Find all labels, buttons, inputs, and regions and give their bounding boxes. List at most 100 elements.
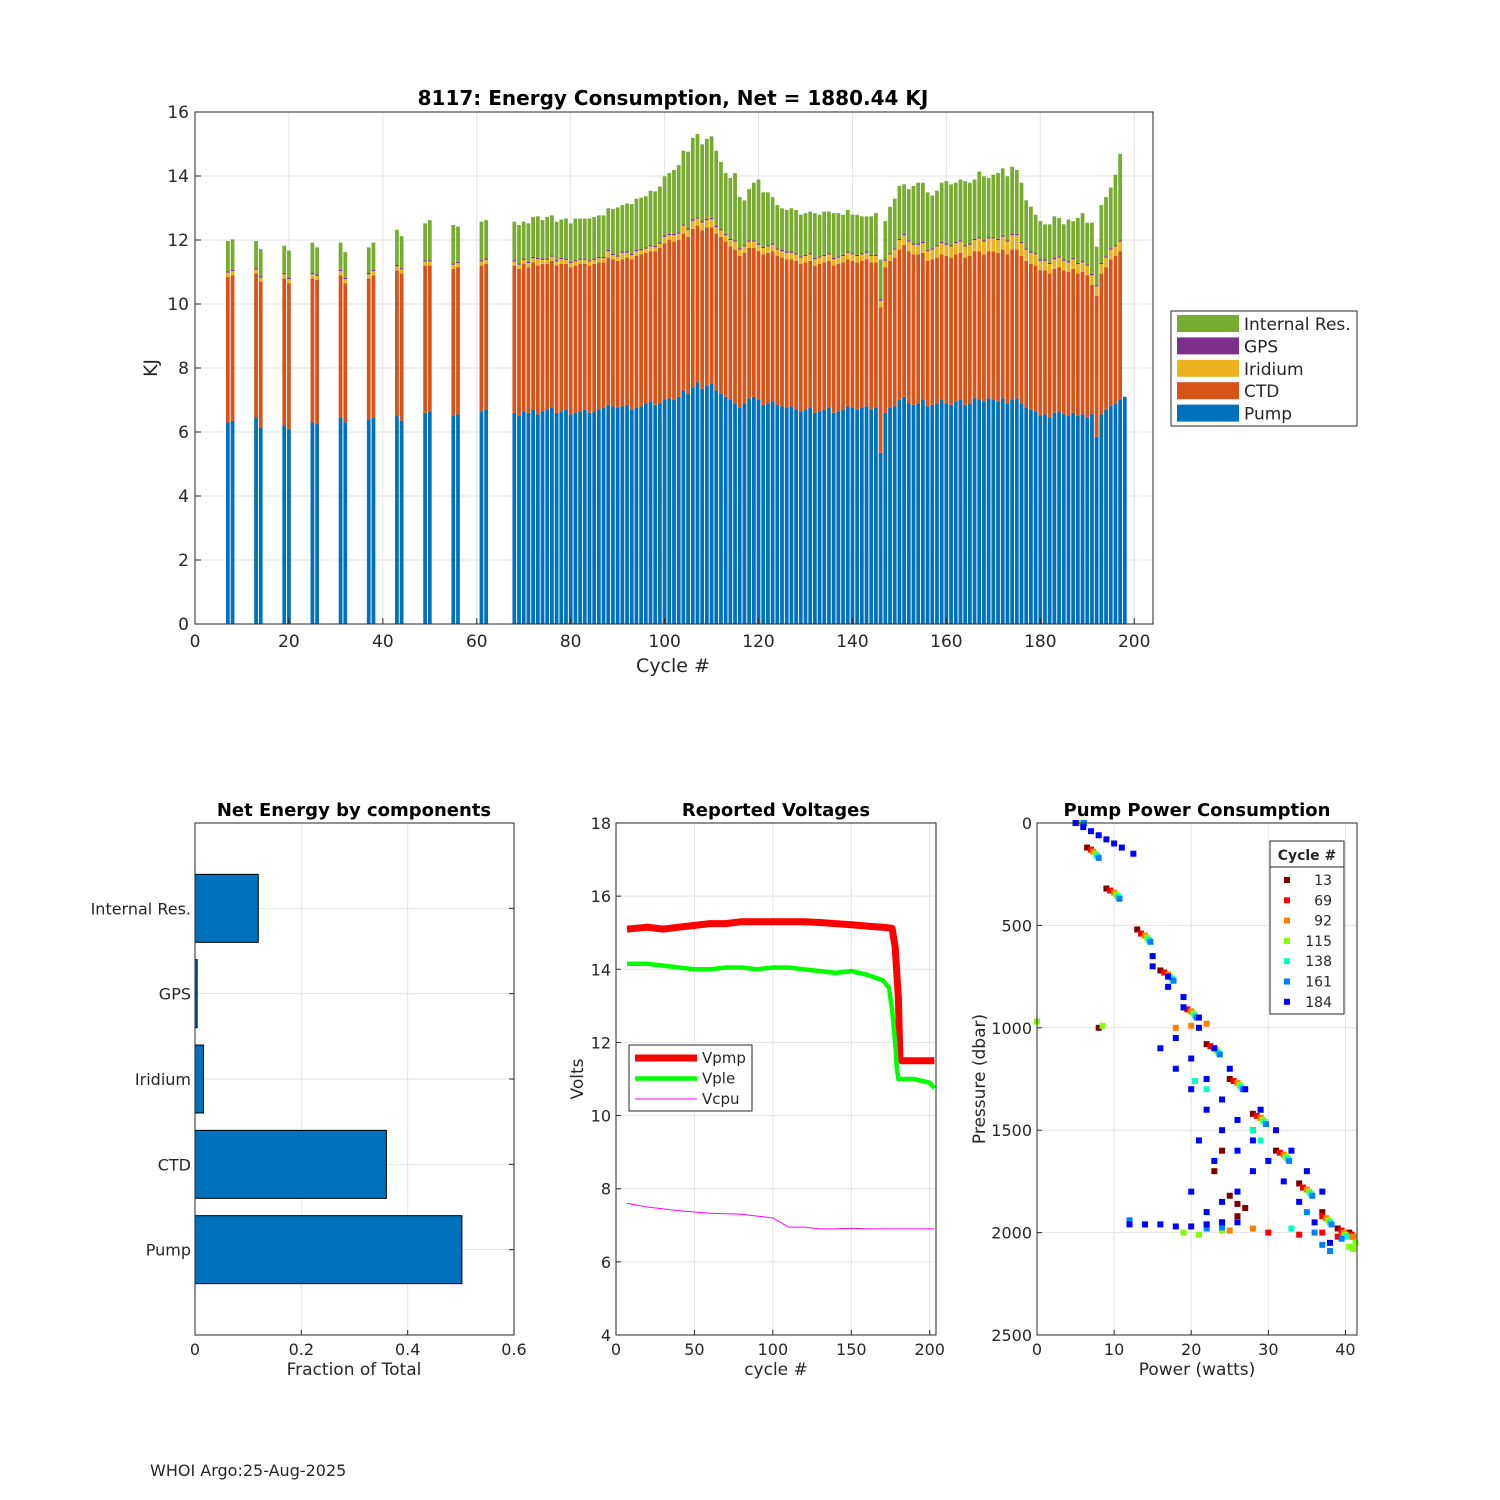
energy-bar-ctd (1085, 275, 1090, 418)
pump-point-cycle-161 (1216, 1051, 1223, 1058)
energy-bar-internal (681, 150, 686, 225)
pump-point-cycle-184 (1203, 1209, 1210, 1216)
energy-bar-internal (761, 192, 766, 247)
energy-bar-iridium (770, 244, 775, 252)
energy-bar-iridium (573, 261, 578, 266)
energy-bar-ctd (545, 264, 550, 410)
energy-bar-iridium (601, 258, 606, 263)
energy-bar-pump (798, 411, 803, 624)
energy-bar-iridium (258, 277, 263, 282)
energy-bar-internal (925, 192, 930, 250)
energy-bar-internal (958, 179, 963, 241)
energy-bar-iridium (535, 259, 540, 266)
pump-point-cycle-161 (1203, 1225, 1210, 1232)
energy-bar-ctd (756, 251, 761, 400)
energy-bar-pump (456, 414, 460, 624)
energy-bar-pump (1024, 408, 1029, 624)
energy-bar-iridium (554, 261, 559, 266)
energy-bar-internal (756, 179, 761, 244)
energy-bar-ctd (615, 260, 620, 408)
volt-x-tick-label: 100 (758, 1340, 789, 1359)
energy-bar-internal (700, 144, 705, 222)
energy-bar-iridium (845, 252, 850, 260)
energy-bar-ctd (874, 262, 878, 408)
energy-bar-gps (343, 277, 348, 280)
energy-bar-internal (648, 190, 653, 246)
energy-bar-internal (892, 198, 897, 249)
energy-bar-pump (1080, 414, 1085, 624)
energy-bar-pump (1108, 406, 1113, 624)
energy-bar-iridium (615, 256, 620, 261)
energy-bar-internal (395, 229, 399, 265)
energy-bar-iridium (1029, 252, 1033, 264)
energy-bar-gps (991, 237, 996, 239)
energy-bar-gps (939, 241, 944, 244)
energy-bar-gps (601, 256, 606, 259)
energy-bar-internal (531, 216, 535, 257)
energy-bar-ctd (1038, 270, 1043, 416)
energy-bar-ctd (596, 262, 601, 410)
energy-bar-ctd (836, 264, 841, 412)
energy-bar-iridium (850, 254, 855, 261)
energy-bar-internal (559, 219, 564, 258)
energy-bar-ctd (554, 265, 559, 413)
energy-bar-gps (1113, 245, 1118, 247)
pump-point-cycle-161 (1126, 1217, 1133, 1224)
energy-bar-ctd (338, 275, 343, 418)
energy-bar-iridium (371, 271, 376, 276)
energy-bar-ctd (1099, 273, 1104, 415)
energy-bar-gps (789, 251, 794, 253)
energy-bar-ctd (911, 254, 916, 405)
energy-bar-pump (1014, 398, 1019, 624)
energy-bar-gps (540, 258, 545, 260)
energy-bar-gps (672, 233, 676, 236)
energy-bar-ctd (1033, 265, 1038, 412)
energy-legend-label: Iridium (1244, 360, 1304, 380)
energy-bar-ctd (822, 262, 827, 410)
pump-point-cycle-184 (1311, 1219, 1318, 1226)
energy-bar-pump (287, 428, 291, 624)
energy-bar-iridium (996, 240, 1000, 253)
energy-bar-pump (780, 406, 784, 624)
energy-bar-iridium (733, 241, 737, 250)
energy-bar-internal (1010, 166, 1014, 234)
energy-bar-ctd (512, 265, 517, 413)
energy-bar-iridium (1080, 262, 1085, 272)
energy-bar-internal (766, 192, 770, 246)
energy-bar-ctd (864, 259, 869, 407)
energy-bar-iridium (582, 259, 587, 264)
energy-bar-internal (526, 223, 531, 262)
energy-bar-iridium (1014, 235, 1019, 250)
pump-point-cycle-184 (1157, 1045, 1164, 1052)
energy-bar-ctd (747, 248, 752, 399)
energy-bar-iridium (1038, 260, 1043, 271)
energy-bar-internal (1118, 153, 1123, 241)
energy-bar-gps (1043, 259, 1047, 261)
energy-bar-gps (479, 260, 484, 262)
energy-bar-gps (944, 243, 949, 245)
energy-bar-internal (733, 173, 737, 241)
energy-bar-iridium (676, 233, 681, 240)
energy-legend-swatch (1177, 337, 1239, 355)
pump-point-cycle-184 (1265, 1157, 1272, 1164)
energy-bar-iridium (1104, 257, 1108, 268)
energy-bar-ctd (451, 268, 456, 416)
energy-bar-iridium (634, 251, 639, 256)
energy-bar-ctd (1075, 273, 1080, 416)
energy-bar-pump (639, 406, 644, 624)
pump-point-cycle-92 (1172, 1024, 1179, 1031)
energy-bar-internal (1085, 222, 1090, 265)
energy-bar-pump (535, 414, 540, 624)
energy-x-label: Cycle # (636, 655, 710, 677)
energy-bar-pump (550, 408, 554, 624)
energy-bar-internal (371, 242, 376, 270)
pump-point-cycle-138 (1249, 1127, 1256, 1134)
pump-point-cycle-161 (1170, 977, 1177, 984)
pump-point-cycle-184 (1219, 1127, 1226, 1134)
energy-bar-ctd (963, 257, 968, 405)
energy-bar-pump (606, 404, 611, 624)
energy-bar-pump (836, 411, 841, 624)
energy-bar-pump (662, 400, 667, 624)
pump-point-cycle-184 (1080, 824, 1087, 831)
energy-bar-gps (883, 259, 888, 261)
